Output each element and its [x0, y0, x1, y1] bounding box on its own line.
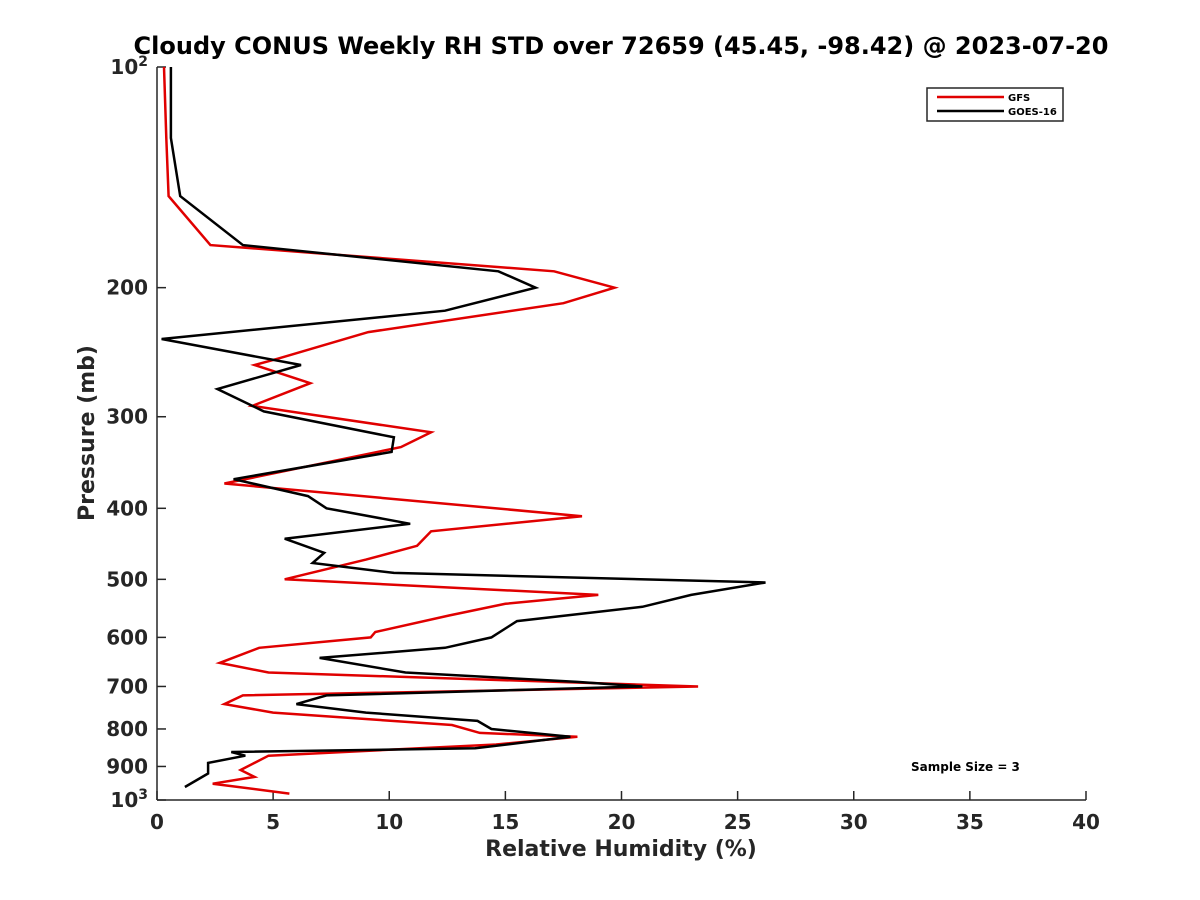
legend-label-goes16: GOES-16 [1008, 107, 1057, 118]
x-tick-label: 40 [1072, 810, 1100, 834]
axes: 0 5 10 15 20 25 30 35 40 102 200 300 400 500 600 700 800… [106, 54, 1100, 834]
plot-area [161, 66, 766, 795]
y-tick-label: 700 [106, 674, 148, 698]
y-tick-label: 800 [106, 717, 148, 741]
y-tick-label: 500 [106, 567, 148, 591]
y-tick-label: 400 [106, 496, 148, 520]
x-tick-label: 0 [150, 810, 164, 834]
y-tick-label: 300 [106, 405, 148, 429]
x-tick-label: 30 [840, 810, 868, 834]
x-tick-label: 25 [724, 810, 752, 834]
x-tick-label: 15 [491, 810, 519, 834]
y-axis-label: Pressure (mb) [75, 345, 100, 521]
x-tick-label: 10 [375, 810, 403, 834]
sample-size-annotation: Sample Size = 3 [911, 760, 1020, 774]
legend: GFS GOES-16 [926, 87, 1064, 122]
y-tick-label: 103 [110, 787, 148, 812]
x-tick-label: 20 [608, 810, 636, 834]
chart-title: Cloudy CONUS Weekly RH STD over 72659 (4… [134, 32, 1109, 60]
x-axis-label: Relative Humidity (%) [485, 837, 757, 862]
legend-box [926, 87, 1064, 122]
x-tick-label: 5 [266, 810, 280, 834]
y-tick-label: 102 [110, 54, 148, 79]
y-tick-label: 900 [106, 754, 148, 778]
y-tick-label: 200 [106, 276, 148, 300]
y-tick-label: 600 [106, 625, 148, 649]
legend-label-gfs: GFS [1008, 93, 1030, 104]
series-line-goes16 [161, 67, 766, 789]
x-tick-label: 35 [956, 810, 984, 834]
